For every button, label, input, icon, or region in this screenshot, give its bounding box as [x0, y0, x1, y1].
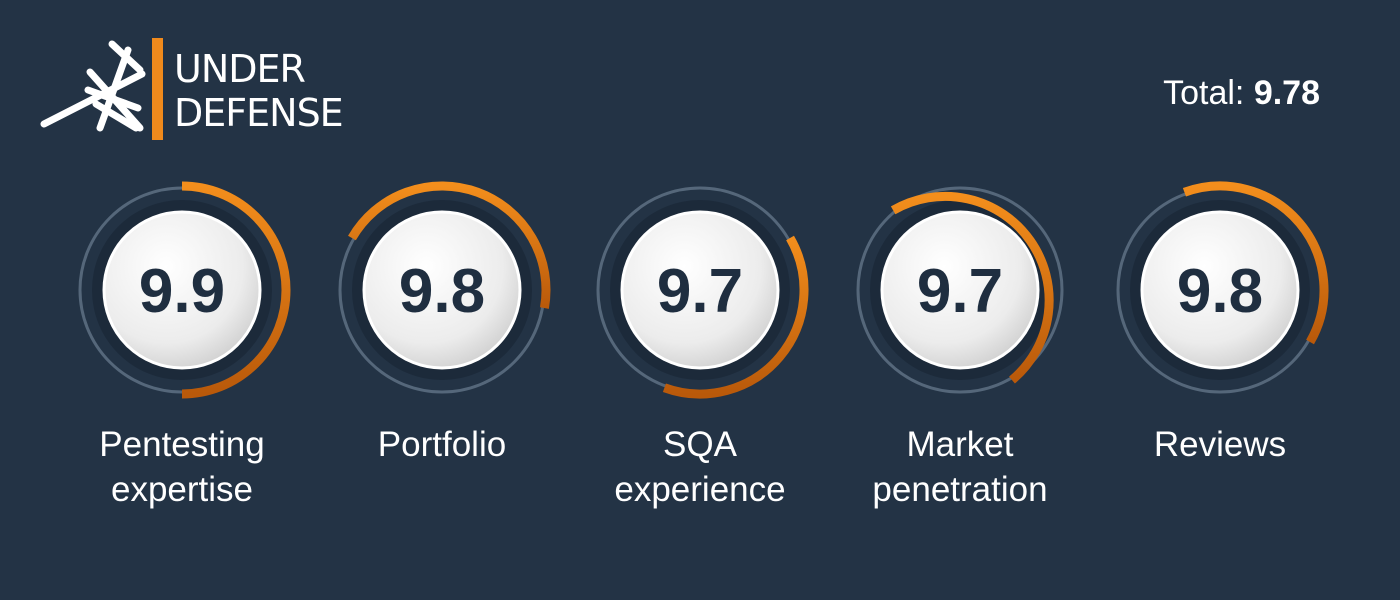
disc: [1140, 210, 1300, 370]
score-item: 9.9 Pentesting expertise: [78, 181, 291, 509]
progress-arc: [181, 181, 291, 399]
logo-icon: [40, 40, 146, 132]
score-list: 9.9 Pentesting expertise 9.8 Portfolio 9.7 SQA…: [78, 181, 1329, 509]
score: 9.8: [399, 257, 485, 326]
progress-arc: [1182, 181, 1329, 345]
progress-arc: [662, 235, 809, 399]
disc: [620, 210, 780, 370]
score: 9.7: [657, 257, 743, 326]
outer-ring: [856, 186, 1064, 394]
score-label: Market: [907, 425, 1014, 464]
score-label: penetration: [872, 470, 1047, 509]
score-label: Portfolio: [378, 425, 506, 464]
score-label: experience: [614, 470, 785, 509]
score-label: Pentesting: [99, 425, 264, 464]
score: 9.8: [1177, 257, 1263, 326]
total-value: 9.78: [1254, 74, 1320, 112]
score: 9.9: [139, 257, 225, 326]
score-item: 9.8 Reviews: [1116, 181, 1329, 464]
total: Total: 9.78: [1163, 74, 1320, 112]
logo-line: UNDER: [174, 47, 306, 91]
progress-arc: [890, 191, 1054, 384]
logo-line: DEFENSE: [174, 91, 343, 135]
score-item: 9.7 Market penetration: [856, 186, 1064, 509]
logo-bar: [152, 38, 163, 140]
disc: [880, 210, 1040, 370]
progress-arc: [348, 181, 551, 309]
score-label: SQA: [663, 425, 738, 464]
score-item: 9.7 SQA experience: [596, 186, 809, 509]
score-label: expertise: [111, 470, 253, 509]
total-label: Total:: [1163, 74, 1244, 112]
score: 9.7: [917, 257, 1003, 326]
score-label: Reviews: [1154, 425, 1286, 464]
score-item: 9.8 Portfolio: [338, 181, 551, 464]
disc: [102, 210, 262, 370]
disc: [362, 210, 522, 370]
logo: UNDER DEFENSE: [40, 38, 344, 140]
